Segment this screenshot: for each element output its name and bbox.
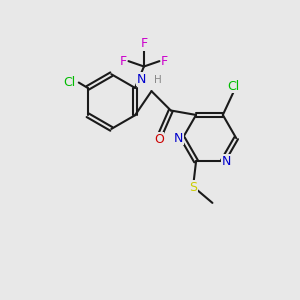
- Text: Cl: Cl: [228, 80, 240, 93]
- Text: F: F: [120, 55, 127, 68]
- Text: F: F: [161, 55, 168, 68]
- Text: N: N: [137, 73, 146, 86]
- Text: F: F: [140, 38, 148, 50]
- Text: N: N: [222, 155, 231, 168]
- Text: Cl: Cl: [64, 76, 76, 89]
- Text: H: H: [154, 75, 162, 85]
- Text: S: S: [189, 181, 197, 194]
- Text: N: N: [174, 132, 184, 145]
- Text: O: O: [154, 133, 164, 146]
